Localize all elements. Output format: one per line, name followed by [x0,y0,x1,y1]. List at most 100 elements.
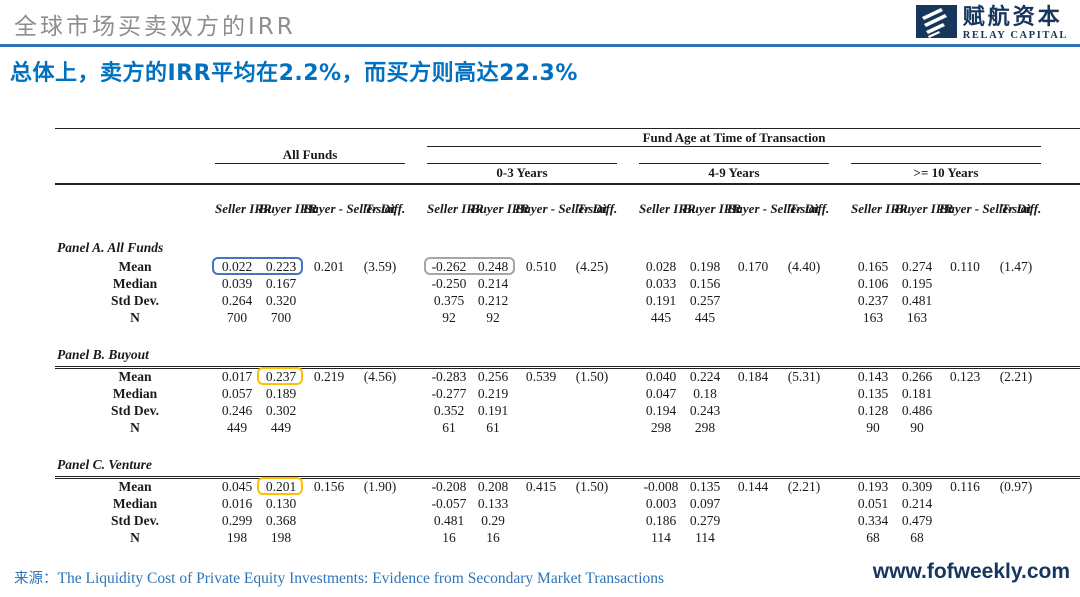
value-cell [515,276,567,293]
value-cell: 16 [442,530,456,545]
value-cell: 0.479 [901,513,933,528]
value-cell: 0.184 [737,369,769,384]
relay-capital-logo-icon [913,4,959,45]
column-header: Buyer - Seller Diff. [303,182,405,235]
value-cell: 0.198 [689,259,721,274]
row-label: N [130,530,140,545]
value-cell [939,293,991,310]
website-url[interactable]: www.fofweekly.com [872,560,1070,583]
value-cell: 0.156 [313,479,345,494]
table-row: 0-3 Years 4-9 Years >= 10 Years [55,163,1080,184]
value-cell: 0.189 [265,386,297,401]
value-cell [303,496,355,513]
value-cell: 0.106 [857,276,889,291]
panel-label: Panel B. Buyout [55,326,1080,369]
spacer-cell [1041,367,1080,386]
table-row: Mean 0.017 0.237 0.219 (4.56) -0.283 0.256 0.53… [55,366,1080,386]
row-label: Mean [118,369,152,384]
value-cell [303,276,355,293]
value-cell [515,530,567,547]
value-cell [355,386,405,403]
value-cell [991,513,1041,530]
value-cell: 0.003 [645,496,677,511]
spacer-cell [1041,513,1080,530]
gap-cell [829,477,851,496]
value-cell [355,276,405,293]
row-label: Std Dev. [110,293,159,308]
gap-cell [617,420,639,437]
value-cell: 0.320 [265,293,297,308]
value-cell: 0.237 [257,366,303,386]
table-row: Median 0.057 0.189 -0.277 0.219 0.047 0.18 0.13… [55,386,1080,403]
value-cell [515,293,567,310]
value-cell [939,530,991,547]
table-row: Mean 0.022 0.223 0.201 (3.59) -0.262 0.248 0.51… [55,256,1080,276]
value-cell [355,293,405,310]
value-cell [727,403,779,420]
source-text: The Liquidity Cost of Private Equity Inv… [57,570,665,587]
value-cell: 0.022 [212,256,303,276]
value-cell: 92 [486,310,500,325]
value-cell [355,513,405,530]
value-cell: 61 [442,420,456,435]
value-cell: 298 [694,420,716,435]
value-cell: 0.214 [477,276,509,291]
value-cell: 0.266 [901,369,933,384]
value-cell: 0.194 [645,403,677,418]
value-cell: 0.264 [221,293,253,308]
gap-cell [405,367,427,386]
value-cell: 0.18 [693,386,717,401]
column-header: T-stat [355,182,405,235]
column-header: T-stat [779,182,829,235]
value-cell: 0.033 [645,276,677,291]
row-label: N [130,420,140,435]
gap-cell [405,276,427,293]
value-cell: -0.250 [431,276,467,291]
gap-cell [617,477,639,496]
value-cell: 90 [910,420,924,435]
value-cell: 0.208 [477,479,509,494]
column-header: Seller IRR [427,182,484,235]
value-cell: 0.167 [265,276,297,291]
gap-cell [405,293,427,310]
spacer-cell [1041,293,1080,310]
value-cell: 0.248 [477,259,509,274]
value-cell [779,276,829,293]
gap-cell [617,513,639,530]
table-row: Mean 0.045 0.201 0.156 (1.90) -0.208 0.208 0.41… [55,476,1080,496]
value-cell [727,420,779,437]
gap-cell [405,182,427,235]
row-label: Median [112,386,158,401]
value-cell [939,386,991,403]
column-header: Buyer IRR [471,182,529,235]
value-cell [567,310,617,327]
value-cell: 68 [866,530,880,545]
value-cell: 449 [226,420,248,435]
logo-name-cn: 赋航资本 [962,5,1063,31]
slide-subtitle: 总体上，卖方的IRR平均在2.2%，而买方则高达22.3% [10,61,578,86]
value-cell: (1.90) [363,479,397,494]
gap-cell [617,310,639,327]
value-cell: 114 [695,530,715,545]
gap-cell [405,386,427,403]
value-cell [727,496,779,513]
table-row: Fund Age at Time of Transaction [55,128,1080,147]
value-cell [779,496,829,513]
gap-cell [829,259,851,276]
gap-cell [617,367,639,386]
value-cell: (2.21) [999,369,1033,384]
spacer-cell [55,147,215,164]
gap-cell [405,310,427,327]
value-cell [355,310,405,327]
value-cell: 0.510 [525,259,557,274]
value-cell: 0.279 [689,513,721,528]
value-cell: 0.352 [433,403,465,418]
value-cell: 0.219 [477,386,509,401]
column-header: Buyer IRR [259,182,317,235]
gap-cell [617,182,639,235]
value-cell: 0.135 [857,386,889,401]
gap-cell [617,163,639,184]
value-cell [355,403,405,420]
row-label: Median [112,276,158,291]
gap-cell [617,259,639,276]
